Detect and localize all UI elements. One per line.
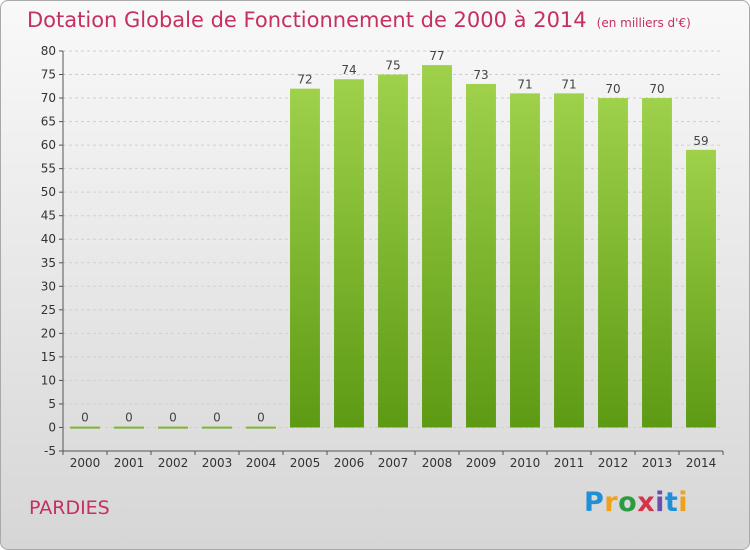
brand-letter: i: [678, 487, 689, 518]
brand-letter: t: [664, 487, 679, 518]
y-tick-label: 0: [48, 420, 56, 434]
x-tick-label: 2004: [246, 456, 277, 470]
y-tick-label: 60: [41, 138, 56, 152]
y-tick-label: 20: [41, 326, 56, 340]
x-tick-label: 2007: [378, 456, 409, 470]
bar: [290, 88, 320, 428]
brand-letter: r: [604, 487, 619, 518]
y-tick-label: 15: [41, 350, 56, 364]
x-tick-label: 2002: [158, 456, 189, 470]
data-label: 70: [605, 82, 620, 96]
data-label: 75: [385, 59, 400, 73]
data-label: 74: [341, 63, 356, 77]
data-label: 59: [693, 134, 708, 148]
data-labels: 0 0 0 0 0 72 74 75 77 73 71 71 70 70 59: [81, 49, 708, 424]
x-tick-label: 2010: [510, 456, 541, 470]
x-tick-label: 2005: [290, 456, 321, 470]
x-tick-label: 2001: [114, 456, 145, 470]
bar: [246, 426, 276, 429]
data-label: 0: [125, 410, 133, 424]
data-label: 73: [473, 68, 488, 82]
chart-title-text: Dotation Globale de Fonctionnement de 20…: [27, 8, 587, 32]
bar: [378, 74, 408, 428]
bar: [510, 93, 540, 428]
y-tick-label: 45: [41, 209, 56, 223]
data-label: 0: [213, 410, 221, 424]
bar: [554, 93, 584, 428]
y-tick-label: 75: [41, 68, 56, 82]
y-axis-ticks: -5 0 5 10 15 20 25 30 35 40 45 50 55 60 65 70 75 80: [41, 44, 63, 458]
x-tick-label: 2011: [554, 456, 585, 470]
brand-letter: x: [637, 487, 656, 518]
chart-unit-label: (en milliers d'€): [596, 16, 691, 30]
data-label: 77: [429, 49, 444, 63]
x-tick-label: 2012: [598, 456, 629, 470]
y-tick-label: 5: [48, 397, 56, 411]
bar: [202, 426, 232, 429]
x-axis-ticks: 2000 2001 2002 2003 2004 2005 2006 2007 2008 2009…: [62, 451, 724, 470]
y-tick-label: -5: [44, 444, 56, 458]
x-tick-label: 2008: [422, 456, 453, 470]
bar: [598, 98, 628, 428]
data-label: 70: [649, 82, 664, 96]
y-tick-label: 55: [41, 162, 56, 176]
bar: [642, 98, 672, 428]
data-label: 0: [81, 410, 89, 424]
y-tick-label: 50: [41, 185, 56, 199]
bar: [334, 79, 364, 428]
data-label: 0: [169, 410, 177, 424]
x-tick-label: 2009: [466, 456, 497, 470]
y-tick-label: 70: [41, 91, 56, 105]
bar: [466, 83, 496, 428]
proxiti-logo[interactable]: Proxiti: [584, 487, 688, 518]
x-tick-label: 2000: [70, 456, 101, 470]
bar: [114, 426, 144, 429]
y-tick-label: 25: [41, 303, 56, 317]
commune-name: PARDIES: [29, 497, 110, 519]
axes: [62, 51, 723, 452]
y-tick-label: 65: [41, 115, 56, 129]
chart-title: Dotation Globale de Fonctionnement de 20…: [27, 8, 691, 32]
bar: [686, 149, 716, 428]
bar: [158, 426, 188, 429]
bar-series: [70, 65, 716, 429]
data-label: 71: [517, 77, 532, 91]
x-tick-label: 2006: [334, 456, 365, 470]
y-tick-label: 80: [41, 44, 56, 58]
brand-letter: i: [655, 487, 665, 518]
data-label: 71: [561, 77, 576, 91]
x-tick-label: 2014: [686, 456, 717, 470]
x-tick-label: 2003: [202, 456, 233, 470]
y-tick-label: 30: [41, 279, 56, 293]
y-tick-label: 35: [41, 256, 56, 270]
data-label: 72: [297, 73, 312, 87]
y-tick-label: 10: [41, 373, 56, 387]
data-label: 0: [257, 410, 265, 424]
y-tick-label: 40: [41, 232, 56, 246]
bar: [70, 426, 100, 429]
brand-letter: o: [618, 487, 638, 518]
bar: [422, 65, 452, 428]
x-tick-label: 2013: [642, 456, 673, 470]
brand-letter: P: [584, 487, 605, 518]
